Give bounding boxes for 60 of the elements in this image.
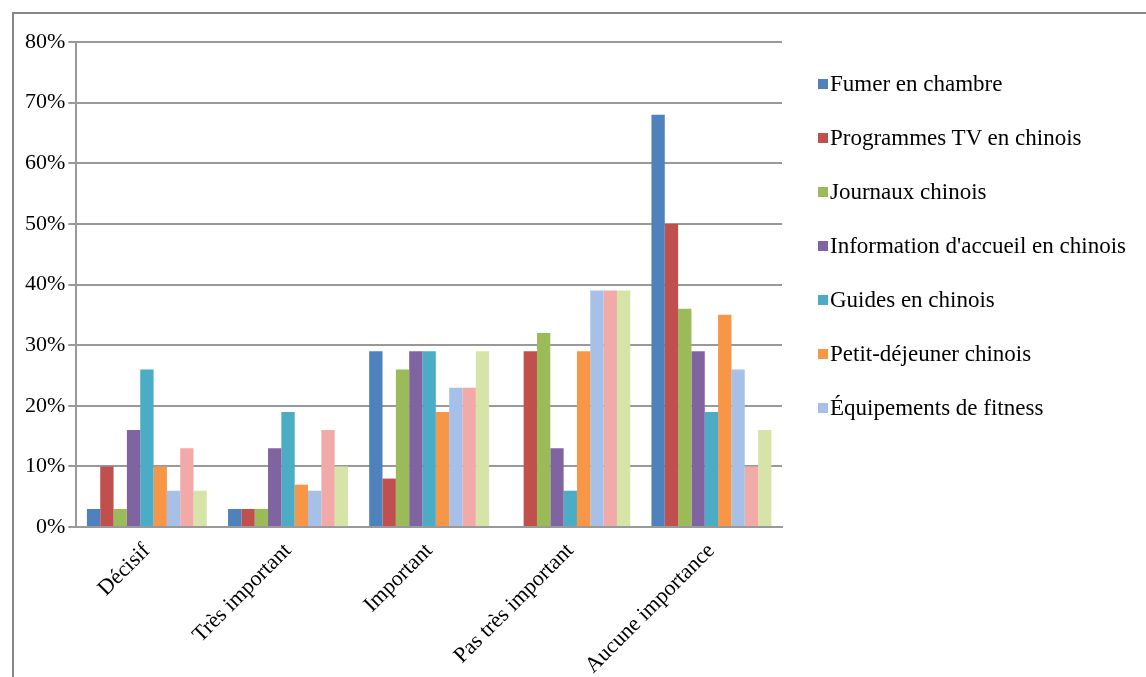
bar — [254, 508, 269, 527]
bar — [140, 369, 154, 527]
legend-label: Guides en chinois — [830, 286, 995, 314]
bar — [664, 223, 679, 527]
bar — [731, 369, 745, 527]
bar — [395, 369, 410, 527]
bar — [758, 430, 772, 527]
bar — [536, 333, 551, 527]
bar — [321, 430, 335, 527]
bar — [281, 411, 295, 527]
y-tick-label: 10% — [25, 452, 66, 478]
bar — [153, 466, 167, 527]
bar — [718, 314, 732, 527]
y-tick-label: 60% — [25, 149, 66, 175]
bar — [241, 508, 255, 527]
bar — [523, 351, 537, 527]
bar — [550, 448, 564, 527]
bar — [691, 351, 705, 527]
y-tick-label: 0% — [36, 512, 66, 538]
bar — [744, 466, 759, 527]
bar — [294, 484, 309, 527]
bar — [475, 351, 490, 527]
bar — [382, 478, 396, 527]
bar — [422, 351, 436, 527]
y-tick-label: 20% — [25, 391, 66, 417]
bar — [193, 490, 207, 527]
bar — [449, 387, 463, 527]
y-tick-label: 80% — [25, 27, 66, 53]
legend-label: Équipements de fitness — [830, 394, 1044, 422]
y-tick-label: 70% — [25, 88, 66, 114]
bar — [126, 430, 141, 527]
bar — [678, 308, 692, 527]
bar — [563, 490, 577, 527]
legend-label: Programmes TV en chinois — [830, 124, 1082, 152]
legend-label: Information d'accueil en chinois — [830, 232, 1127, 260]
bar — [268, 448, 282, 527]
bar — [603, 290, 617, 527]
bar — [704, 411, 719, 527]
legend-label: Journaux chinois — [830, 178, 987, 206]
bar — [308, 490, 322, 527]
y-tick-label: 30% — [25, 330, 66, 356]
bar — [590, 290, 604, 527]
bar — [180, 448, 194, 527]
legend-label: Petit-déjeuner chinois — [830, 340, 1032, 368]
bar — [86, 508, 101, 527]
legend-label: Fumer en chambre — [830, 70, 1003, 98]
bar — [462, 387, 476, 527]
bar — [435, 411, 450, 527]
bar — [166, 490, 181, 527]
bar — [100, 466, 114, 527]
bar — [651, 114, 665, 527]
bar — [334, 466, 349, 527]
y-tick-label: 40% — [25, 270, 66, 296]
bar — [113, 508, 127, 527]
bar — [576, 351, 591, 527]
bar — [228, 508, 242, 527]
bar — [616, 290, 631, 527]
y-tick-label: 50% — [25, 209, 66, 235]
bar — [409, 351, 423, 527]
bar — [369, 351, 383, 527]
